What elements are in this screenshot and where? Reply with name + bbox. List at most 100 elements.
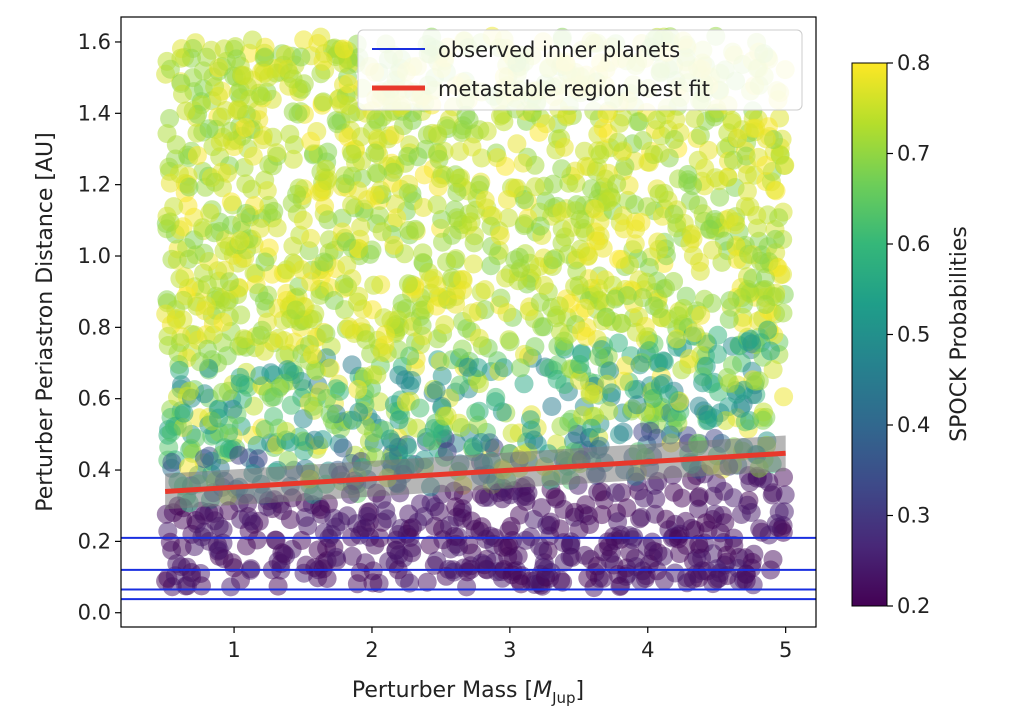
scatter-point [265, 530, 285, 550]
scatter-point [342, 355, 362, 375]
scatter-point [365, 186, 385, 205]
scatter-point [398, 183, 418, 203]
scatter-point [230, 231, 250, 251]
scatter-point [763, 550, 783, 569]
scatter-point [691, 305, 711, 325]
scatter-point [707, 344, 727, 364]
scatter-point [562, 548, 582, 567]
scatter-point [453, 508, 473, 528]
scatter-point [173, 510, 193, 530]
scatter-point [613, 422, 633, 442]
scatter-point [234, 329, 254, 349]
scatter-point [394, 116, 413, 136]
scatter-point [654, 183, 674, 203]
scatter-point [649, 240, 669, 259]
scatter-point [654, 546, 674, 566]
scatter-point [769, 208, 789, 228]
scatter-point [774, 467, 793, 487]
scatter-point [639, 341, 659, 361]
scatter-point [429, 502, 449, 522]
scatter-point [430, 288, 450, 308]
scatter-point [628, 112, 648, 132]
scatter-point [738, 332, 758, 352]
scatter-point [457, 577, 477, 597]
scatter-point [161, 422, 181, 442]
scatter-point [547, 369, 567, 389]
y-tick-label: 0.4 [78, 458, 111, 482]
scatter-point [292, 531, 312, 550]
scatter-point [543, 174, 563, 194]
scatter-point [591, 482, 611, 502]
scatter-point [444, 526, 464, 546]
scatter-point [428, 177, 448, 197]
scatter-point [402, 371, 422, 390]
scatter-point [173, 84, 192, 104]
scatter-point [251, 86, 271, 106]
scatter-point [612, 314, 632, 333]
scatter-point [656, 509, 676, 529]
scatter-point [156, 304, 176, 324]
scatter-point [274, 544, 294, 564]
scatter-point [243, 30, 262, 50]
scatter-point [264, 201, 284, 221]
scatter-point [398, 274, 418, 294]
scatter-point [324, 291, 344, 310]
scatter-point [283, 102, 303, 122]
scatter-point [614, 219, 634, 239]
scatter-point [427, 551, 447, 571]
scatter-point [726, 215, 746, 235]
scatter-point [314, 252, 334, 272]
colorbar-tick-label: 0.8 [897, 51, 930, 75]
scatter-point [493, 537, 513, 557]
scatter-point [515, 214, 535, 234]
scatter-point [630, 355, 650, 375]
scatter-point [383, 162, 403, 182]
scatter-point [360, 244, 380, 264]
scatter-point [268, 576, 288, 596]
scatter-point [720, 291, 740, 311]
scatter-point [644, 145, 664, 165]
scatter-point [389, 545, 409, 565]
scatter-point [617, 498, 637, 518]
scatter-point [450, 375, 470, 395]
scatter-point [554, 331, 574, 351]
scatter-point [169, 164, 189, 184]
scatter-point [672, 488, 692, 508]
scatter-point [590, 145, 610, 164]
scatter-point [464, 254, 483, 274]
scatter-point [213, 312, 233, 332]
x-tick-label: 2 [365, 638, 378, 662]
scatter-point [608, 512, 628, 532]
scatter-point [413, 253, 433, 272]
y-tick-label: 0.6 [78, 387, 111, 411]
scatter-point [217, 346, 237, 366]
scatter-point [339, 317, 359, 337]
scatter-point [525, 155, 545, 175]
scatter-point [320, 404, 340, 424]
scatter-point [723, 150, 743, 170]
scatter-point [435, 406, 454, 426]
scatter-point [197, 47, 217, 67]
scatter-point [194, 449, 214, 469]
scatter-point [234, 66, 254, 86]
scatter-point [301, 272, 321, 292]
scatter-point [728, 128, 747, 148]
y-axis-label: Perturber Periastron Distance [AU] [33, 132, 58, 511]
best-fit-line [164, 450, 786, 494]
scatter-point [173, 310, 193, 330]
scatter-point [212, 382, 232, 402]
scatter-point [372, 342, 392, 362]
y-tick-label: 1.6 [78, 30, 111, 54]
scatter-point [487, 148, 507, 168]
scatter-point [665, 563, 685, 583]
scatter-point [229, 445, 249, 465]
scatter-point [432, 423, 452, 443]
scatter-point [254, 63, 274, 83]
scatter-point [385, 194, 405, 214]
scatter-point [446, 294, 466, 314]
scatter-point [380, 429, 400, 449]
scatter-point [649, 299, 669, 319]
scatter-point [505, 178, 525, 198]
scatter-point [636, 272, 656, 292]
scatter-point [332, 208, 352, 228]
